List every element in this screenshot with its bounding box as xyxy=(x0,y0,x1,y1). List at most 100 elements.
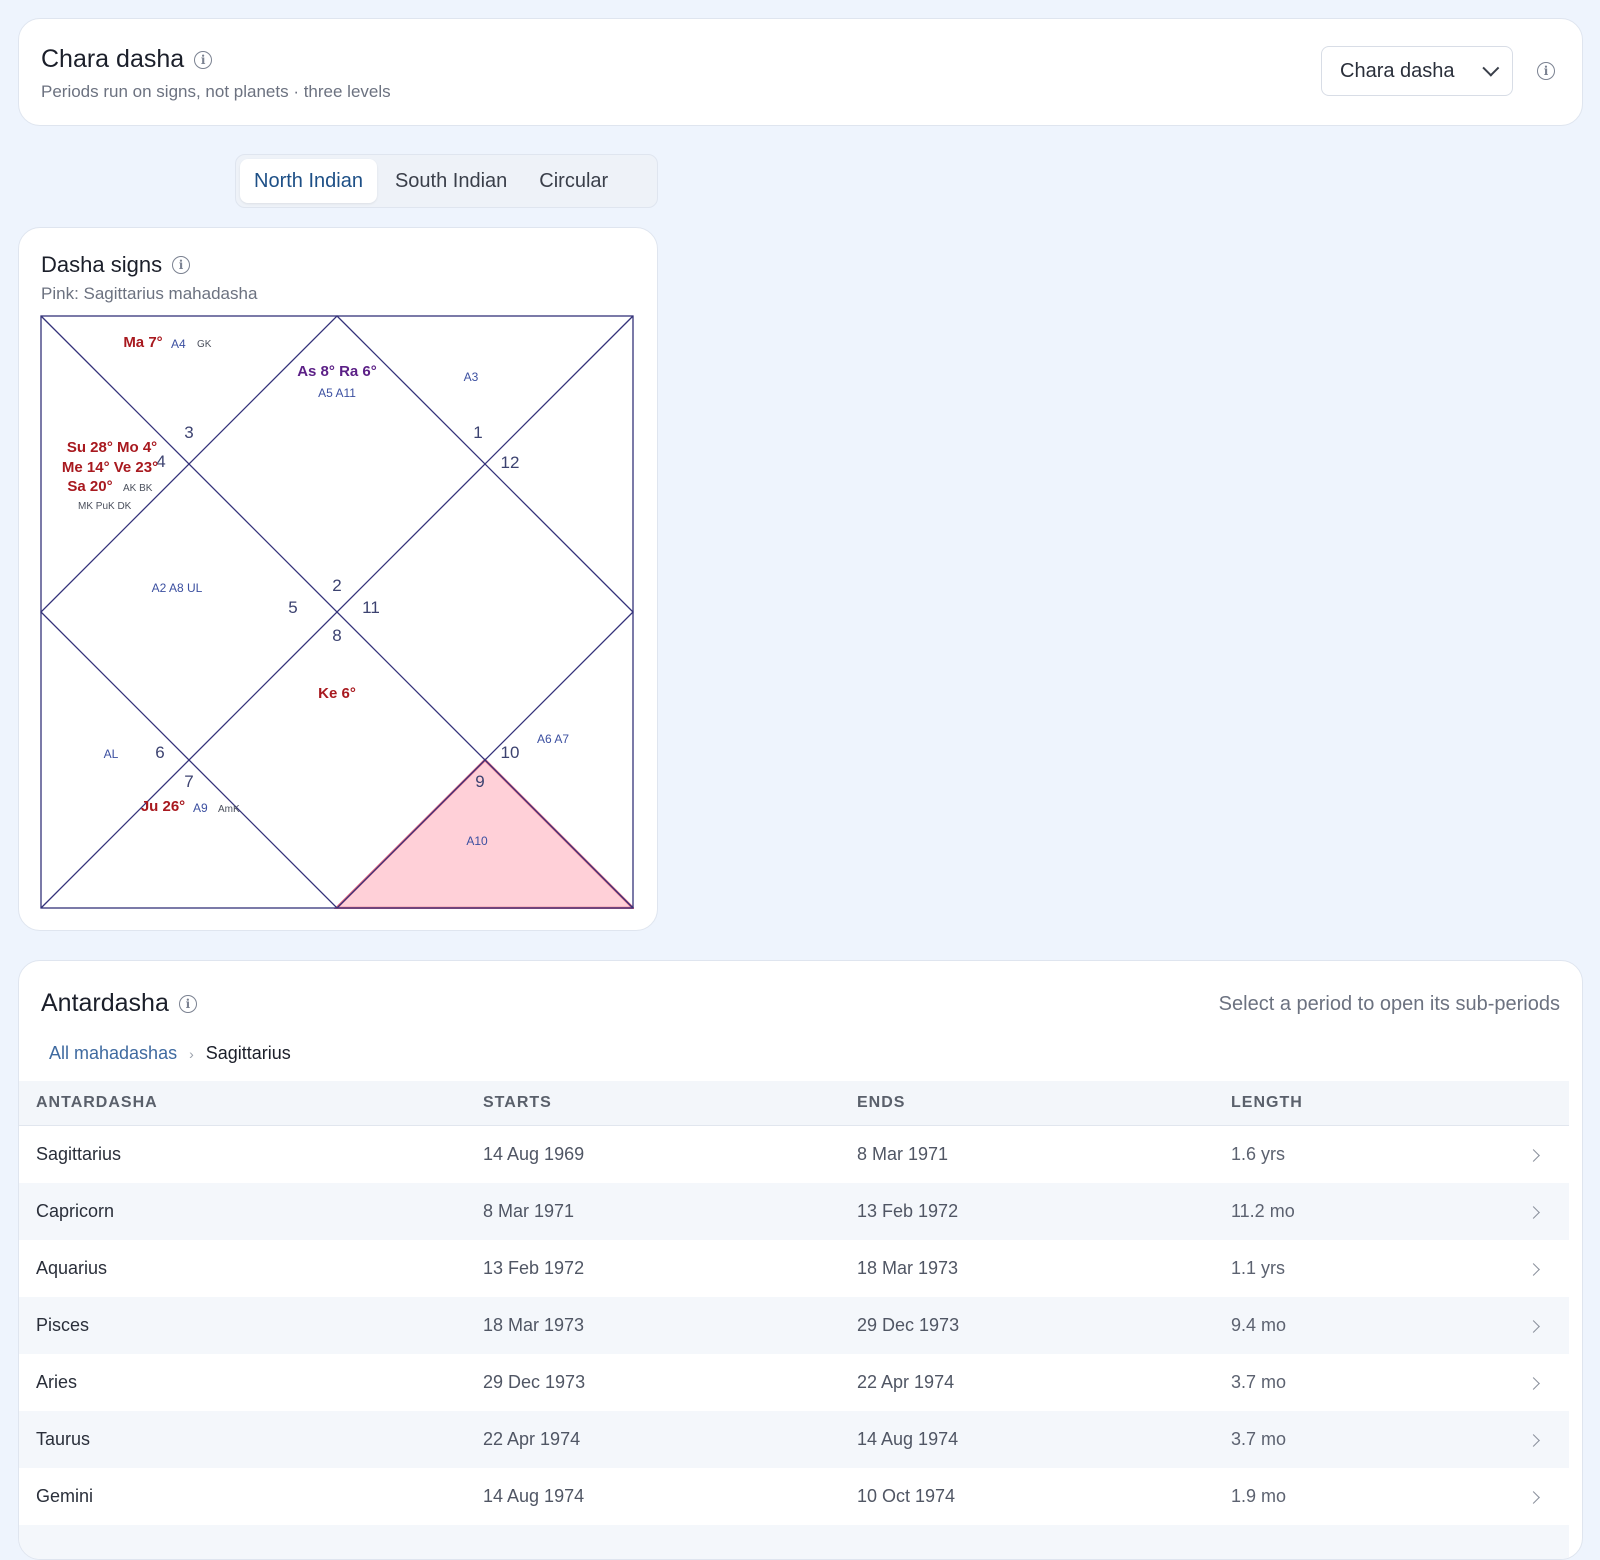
sign-number: 1 xyxy=(473,423,482,442)
tab-circular[interactable]: Circular xyxy=(539,169,609,192)
arudha-label: A2 A8 UL xyxy=(152,581,203,595)
cell-starts: 13 Feb 1972 xyxy=(483,1258,585,1278)
chevron-down-icon xyxy=(1482,59,1500,77)
column-header-length[interactable]: LENGTH xyxy=(1214,1081,1512,1126)
karaka-label: MK PuK DK xyxy=(78,501,132,512)
dasha-signs-card: Dasha signs i Pink: Sagittarius mahadash… xyxy=(18,227,658,931)
antardasha-table: ANTARDASHA STARTS ENDS LENGTH Sagittariu… xyxy=(19,1081,1569,1559)
sign-number: 6 xyxy=(155,743,164,762)
table-row[interactable]: Pisces 18 Mar 1973 29 Dec 1973 9.4 mo xyxy=(19,1297,1569,1354)
column-header-action xyxy=(1512,1081,1569,1126)
dasha-system-select[interactable]: Chara dasha xyxy=(1321,46,1513,96)
info-icon[interactable]: i xyxy=(1537,62,1555,80)
table-row[interactable]: Taurus 22 Apr 1974 14 Aug 1974 3.7 mo xyxy=(19,1411,1569,1468)
cell-sign xyxy=(19,1525,466,1559)
chevron-right-icon[interactable] xyxy=(1512,1240,1569,1297)
sign-number: 2 xyxy=(332,576,341,595)
table-row[interactable]: Capricorn 8 Mar 1971 13 Feb 1972 11.2 mo xyxy=(19,1183,1569,1240)
column-header-antardasha[interactable]: ANTARDASHA xyxy=(19,1081,466,1126)
cell-starts: 22 Apr 1974 xyxy=(466,1411,840,1468)
chevron-right-icon[interactable] xyxy=(1512,1468,1569,1525)
planet-label[interactable]: Sa 20° xyxy=(67,478,112,495)
table-row[interactable]: Sagittarius 14 Aug 1969 8 Mar 1971 1.6 y… xyxy=(19,1126,1569,1184)
arudha-labels: A4 A5 A11 A3 A2 A8 UL AL A9 A6 A7 A10 xyxy=(104,337,570,848)
planet-label[interactable]: Ma 7° xyxy=(123,334,162,351)
chevron-right-icon[interactable] xyxy=(1512,1411,1569,1468)
chart-lines xyxy=(40,315,634,909)
info-icon[interactable]: i xyxy=(172,256,191,274)
cell-length: 1.1 yrs xyxy=(1231,1258,1286,1278)
planet-label[interactable]: As 8° Ra 6° xyxy=(297,363,377,380)
column-header-ends[interactable]: ENDS xyxy=(840,1081,1214,1126)
cell-sign: Aquarius xyxy=(36,1258,108,1278)
sign-number: 10 xyxy=(501,743,520,762)
breadcrumb-all-mahadashas[interactable]: All mahadashas xyxy=(49,1043,178,1063)
cell-sign: Gemini xyxy=(36,1486,94,1506)
table-row[interactable]: Aquarius 13 Feb 1972 18 Mar 1973 1.1 yrs xyxy=(19,1240,1569,1297)
arudha-label: A3 xyxy=(464,370,479,384)
sign-number: 3 xyxy=(184,423,193,442)
header-card: Chara dasha i Periods run on signs, not … xyxy=(18,18,1583,126)
cell-starts: 29 Dec 1973 xyxy=(483,1372,586,1392)
arudha-label: A9 xyxy=(193,801,208,815)
planet-label[interactable]: Me 14° Ve 23° xyxy=(62,459,158,476)
cell-length: 3.7 mo xyxy=(1231,1372,1287,1392)
info-icon[interactable]: i xyxy=(194,50,213,69)
column-header-starts[interactable]: STARTS xyxy=(466,1081,840,1126)
arudha-label: A10 xyxy=(466,834,488,848)
page-title: Chara dasha xyxy=(41,45,185,73)
cell-ends: 18 Mar 1973 xyxy=(857,1258,959,1278)
cell-length: 11.2 mo xyxy=(1214,1183,1512,1240)
cell-starts: 18 Mar 1973 xyxy=(466,1297,840,1354)
tab-north-indian[interactable]: North Indian xyxy=(240,159,377,203)
table-row[interactable]: Gemini 14 Aug 1974 10 Oct 1974 1.9 mo xyxy=(19,1468,1569,1525)
planet-labels: Ma 7° Su 28° Mo 4° Me 14° Ve 23° Sa 20° … xyxy=(62,334,356,815)
planet-label[interactable]: Su 28° Mo 4° xyxy=(67,439,157,456)
breadcrumb-separator-icon: › xyxy=(189,1045,194,1062)
chart-style-tabs: North Indian South Indian Circular xyxy=(235,154,658,208)
breadcrumb-current: Sagittarius xyxy=(205,1043,291,1063)
cell-sign: Taurus xyxy=(19,1411,466,1468)
antardasha-title: Antardasha xyxy=(41,989,169,1017)
cell-sign: Pisces xyxy=(19,1297,466,1354)
table-row[interactable]: Aries 29 Dec 1973 22 Apr 1974 3.7 mo xyxy=(19,1354,1569,1411)
info-icon[interactable]: i xyxy=(178,994,197,1013)
chevron-right-icon[interactable] xyxy=(1512,1183,1569,1240)
cell-ends: 13 Feb 1972 xyxy=(840,1183,1214,1240)
cell-length: 1.9 mo xyxy=(1231,1486,1287,1506)
cell-starts xyxy=(466,1525,840,1559)
arudha-label: A5 A11 xyxy=(318,386,356,400)
north-indian-chart: 3 4 1 12 2 5 11 8 6 7 10 9 Ma 7° Su 28° … xyxy=(40,315,634,909)
cell-ends: 8 Mar 1971 xyxy=(857,1144,949,1164)
cell-ends: 29 Dec 1973 xyxy=(840,1297,1214,1354)
chevron-right-icon[interactable] xyxy=(1512,1297,1569,1354)
tab-south-indian[interactable]: South Indian xyxy=(394,169,508,192)
arudha-label: A6 A7 xyxy=(537,732,569,746)
chevron-right-icon[interactable] xyxy=(1512,1126,1569,1184)
antardasha-hint: Select a period to open its sub-periods xyxy=(1218,993,1560,1015)
antardasha-card: Antardasha i Select a period to open its… xyxy=(18,960,1583,1560)
cell-sign: Capricorn xyxy=(19,1183,466,1240)
cell-starts: 8 Mar 1971 xyxy=(466,1183,840,1240)
cell-ends: 22 Apr 1974 xyxy=(857,1372,955,1392)
sign-number: 9 xyxy=(475,772,484,791)
sign-number: 7 xyxy=(184,772,193,791)
antardasha-title-row: Antardasha i xyxy=(41,989,197,1018)
karaka-label: AmK xyxy=(218,804,240,815)
planet-label[interactable]: Ke 6° xyxy=(318,685,356,702)
cell-length xyxy=(1214,1525,1512,1559)
sign-number: 11 xyxy=(362,598,380,617)
table-row[interactable] xyxy=(19,1525,1569,1559)
cell-starts: 14 Aug 1969 xyxy=(483,1144,585,1164)
breadcrumb: All mahadashas › Sagittarius xyxy=(49,1043,291,1064)
planet-label[interactable]: Ju 26° xyxy=(141,798,185,815)
cell-ends xyxy=(840,1525,1214,1559)
arudha-label: A4 xyxy=(171,337,186,351)
sign-numbers: 3 4 1 12 2 5 11 8 6 7 10 9 xyxy=(155,423,519,791)
chart-title: Dasha signs xyxy=(41,252,163,277)
chevron-right-icon[interactable] xyxy=(1512,1354,1569,1411)
cell-sign: Aries xyxy=(36,1372,78,1392)
cell-ends: 10 Oct 1974 xyxy=(857,1486,956,1506)
row-action[interactable] xyxy=(1512,1525,1569,1559)
cell-sign: Sagittarius xyxy=(36,1144,122,1164)
